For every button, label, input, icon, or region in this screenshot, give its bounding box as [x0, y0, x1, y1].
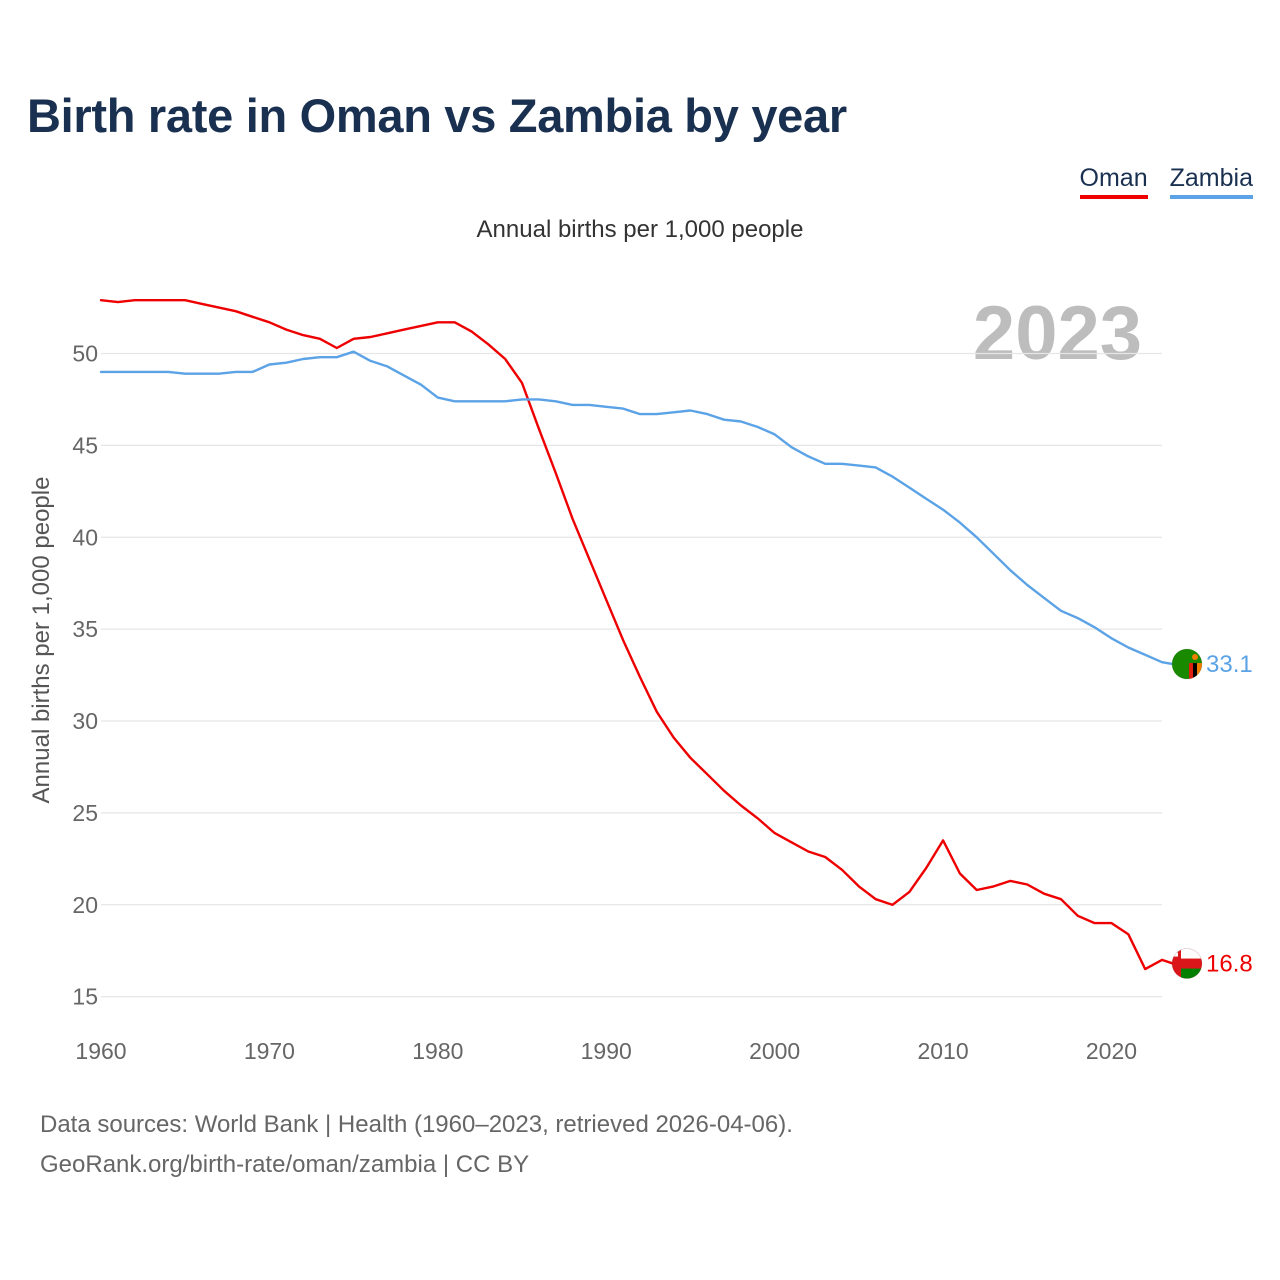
legend: Oman Zambia [1079, 164, 1253, 199]
zambia-flag-icon [1171, 648, 1203, 680]
year-watermark: 2023 [972, 291, 1142, 376]
y-tick-label: 15 [72, 984, 98, 1010]
series-layer [99, 299, 1164, 971]
y-tick-label: 50 [72, 341, 98, 367]
connector-oman [1161, 958, 1174, 965]
source-line-2: GeoRank.org/birth-rate/oman/zambia | CC … [40, 1151, 530, 1178]
x-tick-label: 2020 [1086, 1038, 1137, 1064]
series-line-zambia [99, 350, 1164, 664]
x-tick-label: 2000 [749, 1038, 800, 1064]
connector-zambia [1161, 661, 1174, 666]
x-tick-label: 1960 [75, 1038, 126, 1064]
y-tick-label: 30 [72, 708, 98, 734]
grid-layer [101, 352, 1162, 998]
oman-end-value: 16.8 [1206, 951, 1253, 978]
y-tick-label: 20 [72, 892, 98, 918]
chart-title: Birth rate in Oman vs Zambia by year [27, 89, 847, 142]
tick-layer: 15 20 25 30 35 40 45 50 1960 1970 1980 1990 2000 2010… [72, 341, 1137, 1065]
zambia-end-value: 33.1 [1206, 651, 1253, 678]
end-marker-layer: 16.8 33.1 [1161, 648, 1253, 980]
y-tick-label: 25 [72, 800, 98, 826]
series-line-oman [99, 299, 1164, 971]
y-tick-label: 35 [72, 616, 98, 642]
source-line-1: Data sources: World Bank | Health (1960–… [40, 1111, 793, 1138]
x-tick-label: 1970 [244, 1038, 295, 1064]
y-tick-label: 45 [72, 432, 98, 458]
y-tick-label: 40 [72, 524, 98, 550]
legend-item-oman[interactable]: Oman [1079, 164, 1148, 199]
x-tick-label: 1980 [412, 1038, 463, 1064]
source-note: Data sources: World Bank | Health (1960–… [40, 1105, 793, 1185]
legend-item-zambia[interactable]: Zambia [1169, 164, 1253, 199]
x-tick-label: 2010 [917, 1038, 968, 1064]
chart-subtitle: Annual births per 1,000 people [476, 216, 804, 243]
x-tick-label: 1990 [581, 1038, 632, 1064]
oman-flag-icon [1171, 948, 1203, 980]
